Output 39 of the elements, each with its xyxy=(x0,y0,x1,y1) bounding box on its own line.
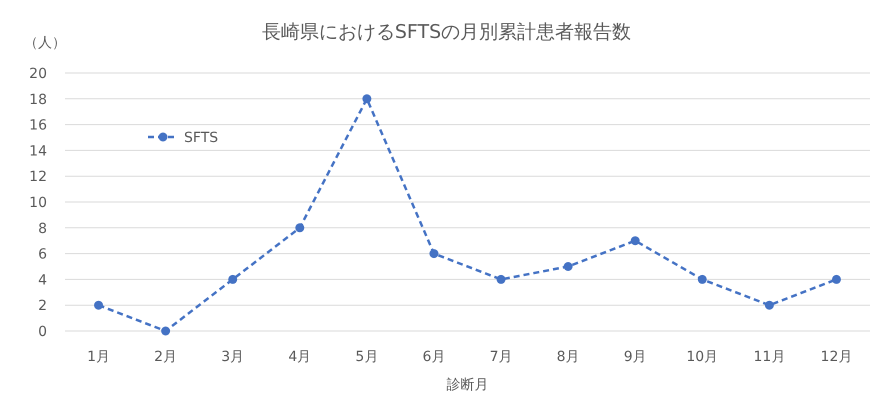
x-tick-label: 7月 xyxy=(490,349,513,365)
y-tick-label: 14 xyxy=(29,143,48,160)
x-tick-label: 9月 xyxy=(624,349,647,365)
point xyxy=(161,326,170,336)
y-tick-label: 8 xyxy=(38,220,47,237)
chart-title: 長崎県におけるSFTSの月別累計患者報告数 xyxy=(262,21,632,43)
point xyxy=(832,274,841,284)
point xyxy=(429,249,438,258)
point xyxy=(764,300,774,310)
point xyxy=(698,274,707,284)
point xyxy=(362,94,372,104)
x-axis-title: 診断月 xyxy=(446,377,488,393)
y-tick-label: 6 xyxy=(38,246,48,263)
x-tick-label: 2月 xyxy=(154,349,178,365)
point xyxy=(295,223,304,232)
x-tick-label: 8月 xyxy=(556,349,580,365)
y-tick-label: 4 xyxy=(38,272,48,288)
y-axis-title: （人） xyxy=(24,35,66,51)
y-tick-label: 20 xyxy=(29,66,47,82)
legend-label: SFTS xyxy=(184,130,218,146)
x-tick-label: 6月 xyxy=(422,349,446,365)
x-tick-label: 5月 xyxy=(355,349,378,365)
y-tick-label: 12 xyxy=(29,169,47,186)
point xyxy=(94,300,104,310)
y-tick-label: 2 xyxy=(38,298,47,314)
point xyxy=(630,236,640,246)
y-tick-label: 10 xyxy=(29,195,47,211)
x-tick-label: 3月 xyxy=(221,349,244,365)
point xyxy=(228,274,238,284)
x-tick-label: 1月 xyxy=(87,349,110,365)
y-tick-label: 18 xyxy=(29,92,47,108)
point xyxy=(564,262,573,271)
point xyxy=(496,274,506,284)
x-tick-label: 11月 xyxy=(753,349,786,365)
x-tick-label: 12月 xyxy=(820,349,852,365)
y-tick-label: 16 xyxy=(29,118,48,134)
y-tick-label: 0 xyxy=(38,324,47,340)
x-tick-label: 10月 xyxy=(686,349,718,365)
x-tick-label: 4月 xyxy=(288,349,312,365)
